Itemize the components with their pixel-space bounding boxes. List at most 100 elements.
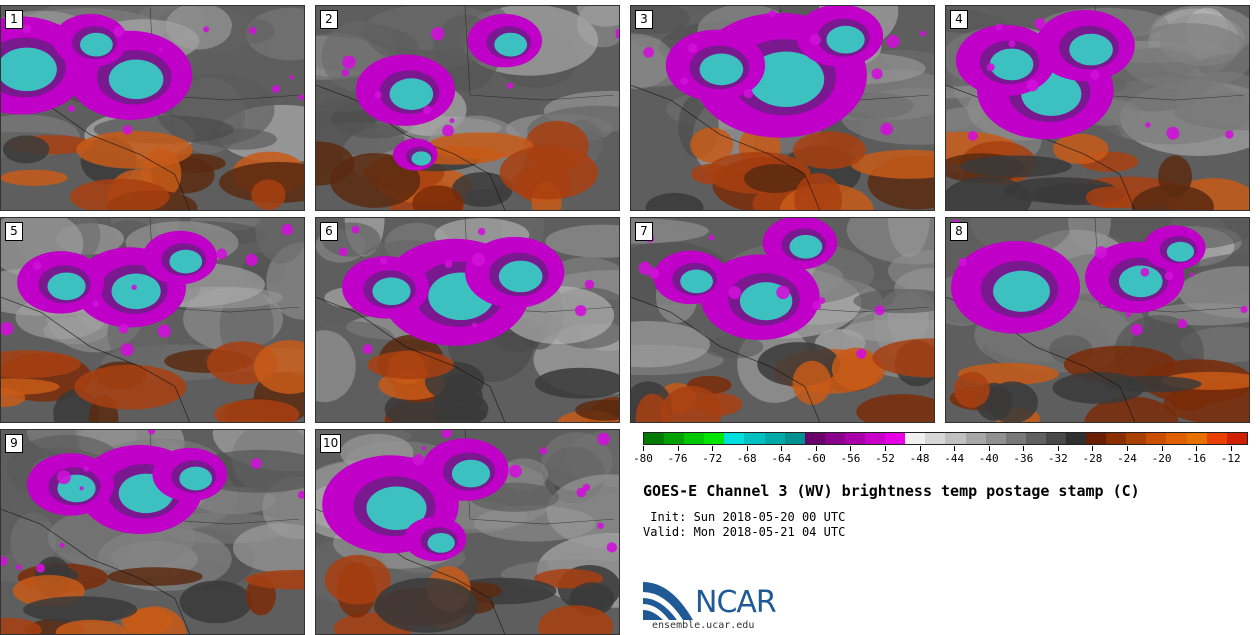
colorbar-tick-label: -16 bbox=[1186, 452, 1207, 465]
colorbar-swatch bbox=[885, 433, 906, 444]
panel-number: 10 bbox=[320, 434, 342, 453]
colorbar-swatch bbox=[764, 433, 785, 444]
colorbar-tick bbox=[1196, 446, 1198, 451]
panel-number: 3 bbox=[635, 10, 653, 29]
colorbar-swatch bbox=[925, 433, 946, 444]
colorbar-tick-label: -68 bbox=[736, 452, 757, 465]
colorbar-tick-label: -12 bbox=[1220, 452, 1241, 465]
colorbar-swatch bbox=[684, 433, 705, 444]
panel-number: 6 bbox=[320, 222, 338, 241]
colorbar-swatch bbox=[965, 433, 986, 444]
figure-title: GOES-E Channel 3 (WV) brightness temp po… bbox=[643, 482, 1140, 500]
colorbar-swatch bbox=[704, 433, 725, 444]
colorbar-tick-label: -52 bbox=[875, 452, 895, 465]
colorbar-tick-label: -72 bbox=[702, 452, 723, 465]
colorbar-tick-label: -56 bbox=[840, 452, 861, 465]
panel-number: 8 bbox=[950, 222, 968, 241]
colorbar-swatch bbox=[945, 433, 966, 444]
colorbar-swatch bbox=[1106, 433, 1127, 444]
map-panel-9: 9 bbox=[0, 429, 305, 635]
colorbar-tick bbox=[954, 446, 956, 451]
colorbar-swatch bbox=[1065, 433, 1087, 444]
colorbar-swatch bbox=[1146, 433, 1167, 444]
colorbar-tick bbox=[746, 446, 748, 451]
panel-number: 7 bbox=[635, 222, 653, 241]
colorbar-tick-label: -64 bbox=[771, 452, 792, 465]
map-panel-1: 1 bbox=[0, 5, 305, 211]
ncar-logo-text: NCAR bbox=[695, 585, 777, 620]
colorbar-tick bbox=[919, 446, 921, 451]
colorbar-tick bbox=[712, 446, 714, 451]
colorbar-swatch bbox=[1045, 433, 1066, 444]
map-panel-3: 3 bbox=[630, 5, 935, 211]
colorbar-tick bbox=[1092, 446, 1094, 451]
map-render bbox=[631, 218, 934, 422]
colorbar-tick-label: -76 bbox=[667, 452, 688, 465]
colorbar-swatch bbox=[905, 433, 926, 444]
colorbar-tick-label: -36 bbox=[1013, 452, 1034, 465]
colorbar-swatch bbox=[1025, 433, 1046, 444]
colorbar-swatch bbox=[1186, 433, 1207, 444]
colorbar-swatch bbox=[784, 433, 805, 444]
colorbar-swatch bbox=[1126, 433, 1147, 444]
map-panel-5: 5 bbox=[0, 217, 305, 423]
colorbar-tick-label: -20 bbox=[1151, 452, 1172, 465]
colorbar-swatch bbox=[844, 433, 866, 444]
colorbar-tick-label: -24 bbox=[1117, 452, 1137, 465]
colorbar-tick bbox=[815, 446, 817, 451]
panel-number: 9 bbox=[5, 434, 23, 453]
colorbar-tick-label: -60 bbox=[805, 452, 826, 465]
colorbar-tick bbox=[677, 446, 679, 451]
colorbar-tick bbox=[1230, 446, 1232, 451]
colorbar-tick-label: -32 bbox=[1047, 452, 1068, 465]
colorbar-tick-label: -80 bbox=[633, 452, 653, 465]
colorbar-swatch bbox=[824, 433, 845, 444]
colorbar-tick-label: -40 bbox=[978, 452, 999, 465]
colorbar-swatch bbox=[1005, 433, 1026, 444]
map-render bbox=[1, 6, 304, 210]
colorbar-swatch bbox=[1226, 433, 1247, 444]
colorbar-tick bbox=[1161, 446, 1163, 451]
colorbar-tick bbox=[781, 446, 783, 451]
panel-number: 2 bbox=[320, 10, 338, 29]
website-url: ensemble.ucar.edu bbox=[652, 620, 755, 631]
map-render bbox=[1, 430, 304, 634]
colorbar-swatch bbox=[865, 433, 886, 444]
colorbar-tick bbox=[1023, 446, 1025, 451]
colorbar-tick bbox=[988, 446, 990, 451]
colorbar bbox=[643, 432, 1248, 445]
map-panel-2: 2 bbox=[315, 5, 620, 211]
colorbar-swatch bbox=[1166, 433, 1187, 444]
panel-number: 1 bbox=[5, 10, 23, 29]
colorbar-swatch bbox=[1206, 433, 1227, 444]
colorbar-tick bbox=[1057, 446, 1059, 451]
colorbar-swatch bbox=[1086, 433, 1107, 444]
colorbar-tick bbox=[850, 446, 852, 451]
map-render bbox=[1, 218, 304, 422]
map-render bbox=[946, 218, 1249, 422]
colorbar-tick bbox=[1127, 446, 1128, 451]
colorbar-swatch bbox=[804, 433, 825, 444]
map-render bbox=[316, 218, 619, 422]
colorbar-swatch bbox=[744, 433, 765, 444]
map-panel-8: 8 bbox=[945, 217, 1250, 423]
map-panel-4: 4 bbox=[945, 5, 1250, 211]
valid-time: Valid: Mon 2018-05-21 04 UTC bbox=[643, 525, 846, 539]
map-panel-6: 6 bbox=[315, 217, 620, 423]
panel-number: 5 bbox=[5, 222, 23, 241]
colorbar-tick bbox=[643, 446, 644, 451]
colorbar-swatch bbox=[644, 433, 665, 444]
map-render bbox=[316, 6, 619, 210]
colorbar-swatch bbox=[985, 433, 1006, 444]
colorbar-swatch bbox=[664, 433, 685, 444]
map-render bbox=[316, 430, 619, 634]
map-panel-10: 10 bbox=[315, 429, 620, 635]
colorbar-tick-label: -28 bbox=[1082, 452, 1103, 465]
colorbar-tick bbox=[885, 446, 886, 451]
map-render bbox=[631, 6, 934, 210]
panel-number: 4 bbox=[950, 10, 968, 29]
colorbar-swatch bbox=[724, 433, 745, 444]
init-time: Init: Sun 2018-05-20 00 UTC bbox=[643, 510, 846, 524]
colorbar-tick-label: -44 bbox=[944, 452, 965, 465]
map-panel-7: 7 bbox=[630, 217, 935, 423]
